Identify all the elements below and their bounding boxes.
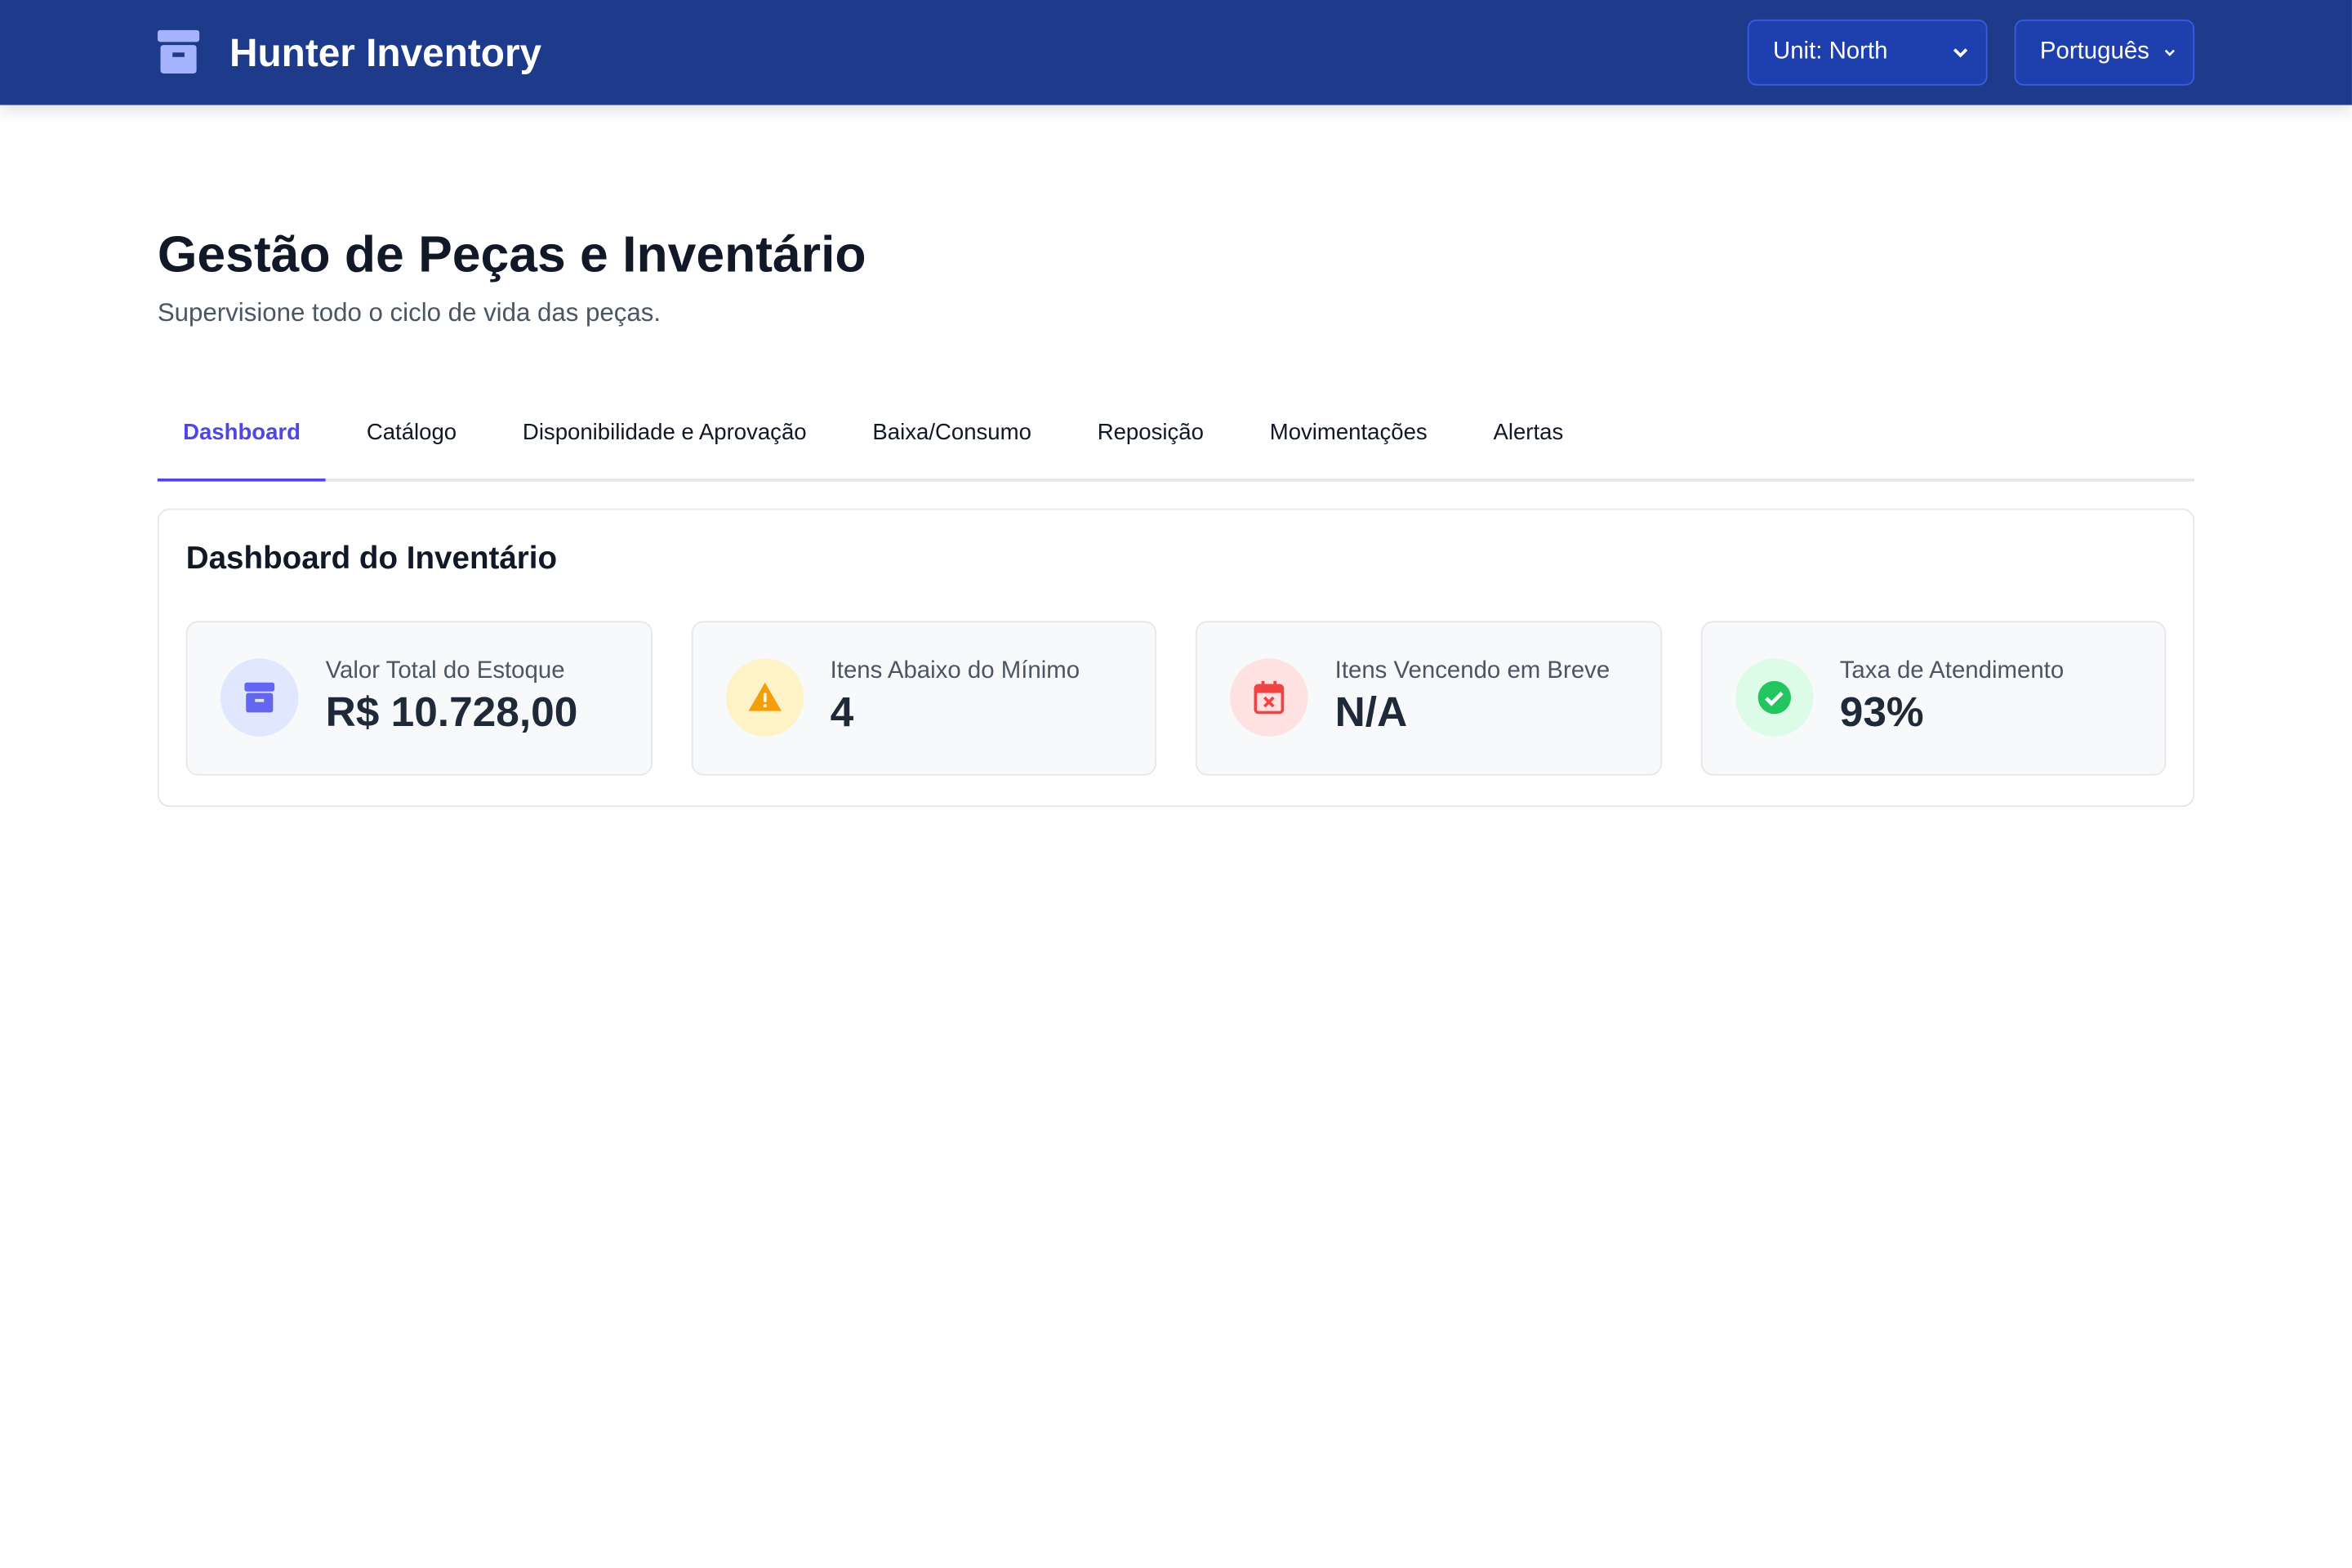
stat-value: N/A	[1334, 688, 1408, 736]
language-select-text: Português	[2039, 38, 2149, 65]
chevron	[1953, 48, 1968, 58]
selects: Unit: North Português	[1747, 19, 2195, 86]
stat-label: Taxa de Atendimento	[1839, 658, 2065, 685]
icon	[1254, 681, 1285, 715]
stat-icon	[1735, 658, 1813, 737]
icon	[244, 683, 275, 713]
stat-label: Valor Total do Estoque	[325, 658, 565, 685]
stat-card: Itens Vencendo em Breve N/A	[1195, 621, 1662, 776]
stat-card: Taxa de Atendimento 93%	[1699, 621, 2167, 776]
stat-card: Itens Abaixo do Mínimo 4	[690, 621, 1157, 776]
unit-select[interactable]: Unit: North	[1747, 19, 1988, 86]
language-select[interactable]: Português	[2014, 19, 2195, 86]
tab[interactable]: Disponibilidade e Aprovação	[522, 420, 807, 447]
logo-icon	[157, 29, 200, 74]
stat-value: R$ 10.728,00	[325, 688, 578, 736]
app-title: Hunter Inventory	[229, 29, 542, 74]
stat-text: Itens Abaixo do Mínimo 4	[831, 659, 1080, 737]
main: Gestão de Peças e Inventário Supervision…	[0, 105, 2352, 807]
unit-select-text: Unit: North	[1772, 38, 1888, 65]
panel-title: Dashboard do Inventário	[185, 541, 558, 576]
page-title: Gestão de Peças e Inventário	[157, 226, 866, 284]
stat-text: Itens Vencendo em Breve N/A	[1335, 659, 1610, 737]
stat-text: Valor Total do Estoque R$ 10.728,00	[326, 659, 578, 737]
icon	[1757, 681, 1791, 715]
tab[interactable]: Catálogo	[366, 420, 457, 447]
tab[interactable]: Alertas	[1493, 420, 1564, 447]
tabs: Dashboard Catálogo Disponibilidade e Aprov…	[157, 388, 2195, 482]
dashboard-panel: Dashboard do Inventário Valor Total do E…	[157, 508, 2195, 807]
tab[interactable]: Movimentações	[1269, 420, 1428, 447]
stat-icon	[725, 658, 804, 737]
stat-label: Itens Abaixo do Mínimo	[830, 658, 1080, 685]
stat-label: Itens Vencendo em Breve	[1334, 658, 1610, 685]
stat-value: 93%	[1839, 688, 1924, 736]
stat-icon	[1230, 658, 1308, 737]
tab[interactable]: Baixa/Consumo	[872, 420, 1031, 447]
chevron	[2164, 49, 2175, 56]
tab[interactable]: Reposição	[1097, 420, 1204, 447]
top-bar: Hunter Inventory Unit: North Português	[0, 0, 2352, 105]
stat-card: Valor Total do Estoque R$ 10.728,00	[185, 621, 653, 776]
brand: Hunter Inventory	[157, 29, 542, 76]
stats: Valor Total do Estoque R$ 10.728,00 Itens …	[185, 621, 2167, 776]
icon	[747, 683, 782, 712]
stat-text: Taxa de Atendimento 93%	[1840, 659, 2064, 737]
stat-value: 4	[830, 688, 854, 736]
stat-icon	[220, 658, 299, 737]
page-subtitle: Supervisione todo o ciclo de vida das pe…	[157, 298, 662, 327]
tab[interactable]: Dashboard	[157, 388, 327, 482]
